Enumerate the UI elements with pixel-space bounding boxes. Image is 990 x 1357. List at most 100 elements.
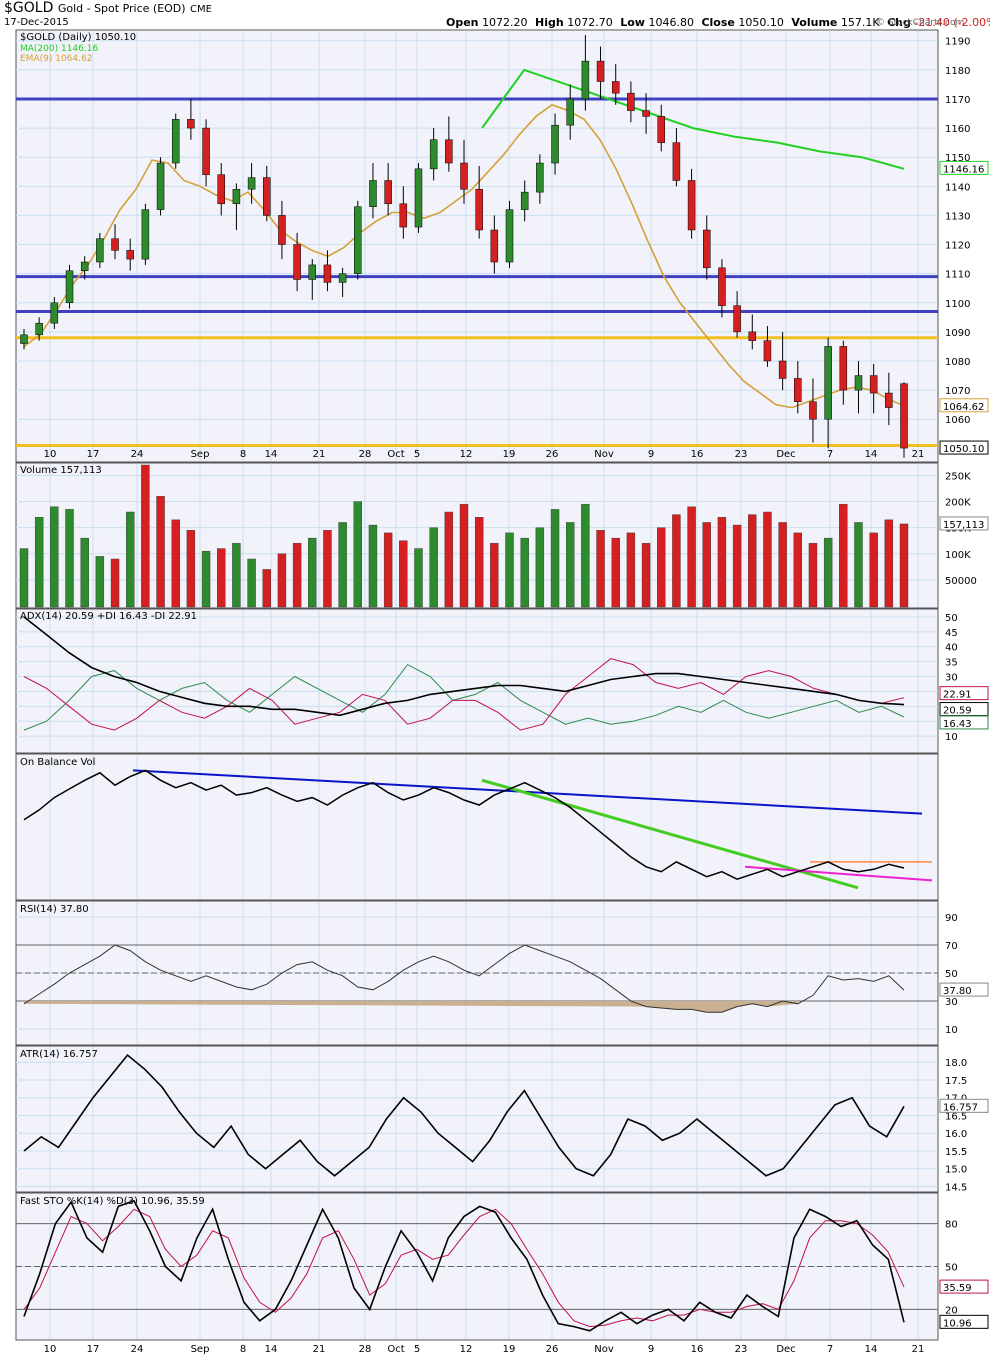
plus-di-value-tag-box bbox=[939, 715, 989, 730]
atr-y-tick-label: 16.0 bbox=[945, 1129, 967, 1140]
x-tick-label: 23 bbox=[735, 449, 748, 460]
ma200-value-tag-box bbox=[939, 160, 989, 175]
volume-bar bbox=[368, 524, 378, 608]
candle-body bbox=[642, 110, 650, 117]
volume-value-tag: 157,113 bbox=[943, 520, 984, 531]
candle-body bbox=[429, 139, 438, 170]
volume-bar bbox=[505, 532, 514, 608]
volume-bar bbox=[474, 517, 484, 608]
volume-bar bbox=[126, 511, 135, 608]
price-panel-title: $GOLD (Daily) 1050.10 bbox=[20, 32, 136, 43]
candle-body bbox=[187, 119, 195, 129]
chart-date: 17-Dec-2015 bbox=[4, 17, 69, 28]
price-y-tick-label: 1110 bbox=[945, 270, 970, 281]
candle-body bbox=[354, 206, 362, 274]
bottom-x-tick-label: 5 bbox=[414, 1344, 420, 1355]
candle-body bbox=[384, 180, 392, 205]
candle-body bbox=[278, 215, 286, 245]
candle-body bbox=[202, 127, 210, 175]
adx-y-tick-label: 45 bbox=[945, 628, 958, 639]
volume-bar bbox=[763, 511, 772, 608]
x-tick-label: Sep bbox=[191, 449, 210, 460]
volume-bar bbox=[50, 506, 59, 608]
chg-value: -21.40 (-2.00%) bbox=[914, 16, 990, 29]
price-y-tick-label: 1160 bbox=[945, 124, 970, 135]
obv-line bbox=[23, 769, 905, 881]
candle-body bbox=[854, 375, 863, 391]
volume-bar bbox=[641, 543, 651, 608]
volume-bar bbox=[550, 509, 560, 608]
candle-body bbox=[445, 139, 453, 164]
volume-bar bbox=[277, 553, 287, 608]
volume-bar bbox=[80, 537, 89, 608]
candle-body bbox=[232, 188, 241, 205]
x-tick-label: Oct bbox=[387, 449, 404, 460]
candle-body bbox=[369, 180, 377, 207]
bottom-x-tick-label: 17 bbox=[87, 1344, 100, 1355]
price-y-tick-label: 1150 bbox=[945, 153, 970, 164]
candle-body bbox=[171, 119, 180, 164]
high-label: High bbox=[535, 16, 564, 29]
volume-bar bbox=[490, 543, 499, 608]
instrument-name: Gold - Spot Price (EOD) bbox=[57, 2, 186, 15]
candle-body bbox=[809, 401, 817, 420]
volume-bar bbox=[657, 527, 666, 608]
atr-value-tag: 16.757 bbox=[943, 1102, 978, 1113]
atr-y-tick-label: 17.5 bbox=[945, 1076, 967, 1087]
volume-bar bbox=[717, 517, 727, 608]
x-tick-label: Dec bbox=[776, 449, 795, 460]
adx-y-tick-label: 35 bbox=[945, 658, 958, 669]
adx-panel-title: ADX(14) 20.59 +DI 16.43 -DI 22.91 bbox=[20, 611, 197, 622]
candle-body bbox=[338, 273, 347, 283]
ma200-line bbox=[481, 68, 905, 170]
candle-body bbox=[581, 60, 590, 100]
candle-body bbox=[885, 392, 893, 408]
candle-body bbox=[718, 267, 726, 306]
volume-bar bbox=[141, 464, 150, 608]
sto-d-value-tag-box bbox=[939, 1279, 989, 1294]
volume-bar bbox=[520, 537, 529, 608]
price-y-tick-label: 1100 bbox=[945, 299, 970, 310]
atr-y-tick-label: 15.5 bbox=[945, 1147, 967, 1158]
minus-di-line bbox=[23, 658, 905, 731]
volume-bar bbox=[156, 496, 165, 608]
volume-y-tick-label: 100K bbox=[945, 550, 971, 561]
volume-bar bbox=[429, 527, 438, 608]
price-y-tick-label: 1170 bbox=[945, 95, 970, 106]
panel-frame-5 bbox=[15, 1045, 939, 1193]
rsi-y-tick-label: 50 bbox=[945, 969, 958, 980]
bottom-x-tick-label: 19 bbox=[503, 1344, 516, 1355]
volume-bar bbox=[535, 527, 545, 608]
x-tick-label: 17 bbox=[87, 449, 100, 460]
candle-body bbox=[763, 340, 772, 362]
low-value: 1046.80 bbox=[648, 16, 694, 29]
price-y-tick-label: 1070 bbox=[945, 386, 970, 397]
bottom-x-tick-label: 8 bbox=[240, 1344, 246, 1355]
volume-bar bbox=[399, 540, 408, 608]
rsi-value-tag-box bbox=[939, 982, 989, 997]
candle-body bbox=[778, 360, 787, 379]
bottom-x-tick-label: 14 bbox=[265, 1344, 278, 1355]
x-tick-label: 24 bbox=[131, 449, 144, 460]
symbol: $GOLD bbox=[4, 0, 54, 16]
x-tick-label: 28 bbox=[359, 449, 372, 460]
volume-bar bbox=[748, 514, 757, 608]
x-tick-label: 19 bbox=[503, 449, 516, 460]
exchange: CME bbox=[190, 4, 212, 15]
bottom-x-tick-label: 28 bbox=[359, 1344, 372, 1355]
volume-bar bbox=[899, 523, 909, 608]
volume-bar bbox=[566, 522, 575, 608]
sto-k-value-tag-box bbox=[939, 1314, 989, 1329]
rsi-oversold-shade bbox=[24, 1001, 798, 1013]
volume-bar bbox=[839, 503, 848, 608]
volume-bar bbox=[171, 519, 180, 608]
volume-bar bbox=[687, 506, 696, 608]
candle-body bbox=[672, 142, 681, 181]
volume-bar bbox=[65, 509, 74, 608]
candle-body bbox=[293, 244, 301, 280]
price-y-tick-label: 1130 bbox=[945, 211, 970, 222]
volume-bar bbox=[262, 569, 271, 608]
rsi-y-tick-label: 70 bbox=[945, 941, 958, 952]
adx-value-tag: 20.59 bbox=[943, 706, 972, 717]
